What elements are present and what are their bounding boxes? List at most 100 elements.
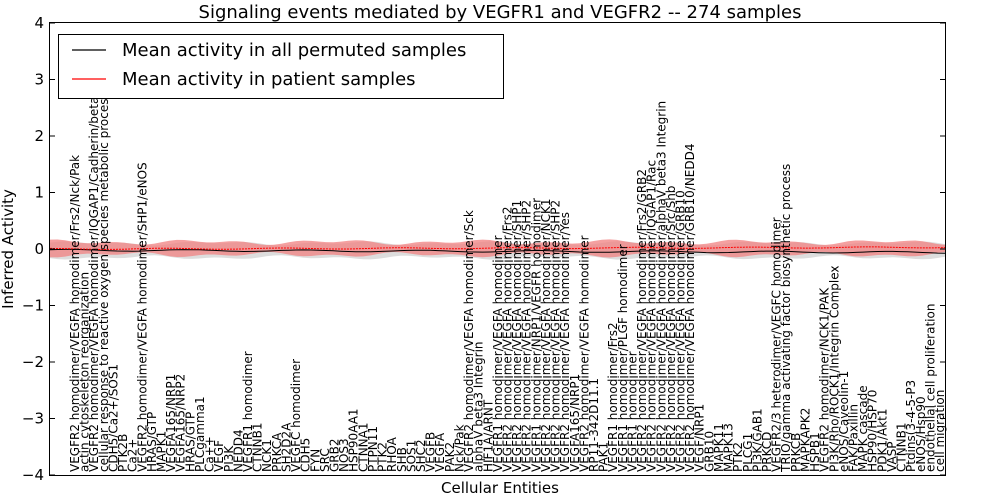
category-label: PLCgamma1 <box>193 396 207 472</box>
category-label: cellular response to reactive oxygen spe… <box>97 92 111 472</box>
category-label: VEGFR1 homodimer <box>625 351 639 472</box>
category-label: VEGFR2/3 heterodimer/VEGFC homodimer <box>770 217 784 472</box>
category-label: PAK1 <box>597 442 611 472</box>
category-label: FAK/Paxillin <box>847 404 861 472</box>
category-label: HSPB1 <box>808 432 822 472</box>
category-label: VEGFC homodimer <box>289 359 303 472</box>
category-label: VEGFR2 homodimer/VEGFA homodimer/Frs2/Nc… <box>68 155 82 472</box>
category-label: MAPK13 <box>722 423 736 472</box>
category-label: PTK2 <box>731 442 745 472</box>
category-label: VEGFR1 homodimer/PLGF homodimer <box>616 244 630 472</box>
legend-box <box>58 34 504 99</box>
category-label: HSP90/HSP70 <box>866 390 880 472</box>
category-label: PI3K/Rho/ROCK1/Integrin Complex <box>827 265 841 472</box>
category-label: VEGF/NRP1 <box>693 404 707 472</box>
y-tick-label: −2 <box>22 353 44 371</box>
category-label: PI3K/GAB1 <box>750 408 764 472</box>
category-label: VEGFR1 homodimer/Frs2 <box>606 322 620 472</box>
category-label: PLCG1 <box>741 433 755 472</box>
category-label: Nck/Pak <box>452 424 466 472</box>
y-axis-label: Inferred Activity <box>0 189 17 309</box>
y-tick-label: −4 <box>22 466 44 484</box>
category-label: VASP <box>885 441 899 472</box>
category-label: VEGFR2 homodimer/VEGFA homodimer/SHP1 <box>510 200 524 472</box>
y-tick-label: −3 <box>22 410 44 428</box>
category-label: PRKCD <box>760 432 774 472</box>
category-label: HIF1A/ARNT <box>481 399 495 472</box>
y-tick-label: 4 <box>34 14 44 32</box>
category-label: CTNNB1 <box>895 422 909 472</box>
chart-title: Signaling events mediated by VEGFR1 and … <box>199 2 802 23</box>
category-label: VEGFR2 homodimer/VEGFA homodimer/Yes <box>558 212 572 472</box>
category-label: HRAS/GTP <box>183 412 197 472</box>
category-label: MAPKAPK2 <box>798 408 812 472</box>
category-label: VEGFR2 homodimer/VEGFA homodimer/Src/Shb <box>664 186 678 472</box>
category-label: Ca2+ <box>126 439 140 472</box>
category-label: MAPK1 <box>155 431 169 472</box>
category-label: actin cytoskeleton reorganization <box>78 272 92 472</box>
category-label: VEGFR2 homodimer/VEGFA homodimer/SHP2 <box>549 200 563 472</box>
category-label: VEGFR2 homodimer/VEGFA homodimer/GRB10/N… <box>683 143 697 472</box>
category-label: cell migration <box>933 390 947 472</box>
category-label: Ptdins(3-4-5-P3 <box>904 380 918 472</box>
category-label: VEGFR1 homodimer/VEGFA homodimer <box>491 235 505 472</box>
y-tick-label: 0 <box>34 240 44 258</box>
category-label: VEGFR2 homodimer/VEGFA homodimer/SHP1/eN… <box>135 162 149 472</box>
category-label: HSP90AA1 <box>347 408 361 472</box>
y-tick-label: 3 <box>34 71 44 89</box>
x-axis-label: Cellular Entities <box>441 479 559 497</box>
category-label: SHC2 <box>414 439 428 472</box>
category-label: GRB10 <box>702 431 716 472</box>
category-label: VEGFR1 homodimer <box>241 351 255 472</box>
category-label: PTK2B <box>116 434 130 472</box>
category-label: VEGFR2 homodimer/VEGFA homodimer/IQGAP1/… <box>645 160 659 472</box>
y-tick-label: −1 <box>22 297 44 315</box>
patient-mean-line <box>49 246 946 251</box>
category-label: VEGFR2 homodimer/VEGFA homodimer/Frs2 <box>501 207 515 473</box>
series-lines <box>49 246 946 254</box>
category-label: SOS1 <box>404 440 418 472</box>
category-label: HRAS/GTP <box>145 412 159 472</box>
category-label: VEGFA165/NRP1 <box>568 374 582 472</box>
category-label: VEGFR2 homodimer/VEGFA homodimer/alphaV … <box>654 101 668 472</box>
category-label: CTNNA1 <box>356 422 370 472</box>
category-labels: VEGFR2 homodimer/VEGFA homodimer/Frs2/Nc… <box>68 48 947 473</box>
category-label: eNOS/Hsp90 <box>914 396 928 472</box>
category-label: FYN <box>308 449 322 472</box>
legend-label-patient: Mean activity in patient samples <box>122 69 416 90</box>
category-label: MAPK cascade <box>856 385 870 472</box>
category-label: VEGFB <box>424 432 438 472</box>
category-label: TRIO/gamma activating factor biosyntheti… <box>779 164 793 473</box>
category-label: MAPK11 <box>712 423 726 472</box>
category-label: PDK1/Akt1 <box>875 408 889 472</box>
category-label: VEGFA165/NRP1 <box>164 374 178 472</box>
y-tick-label: 2 <box>34 127 44 145</box>
category-label: VEGFR1 homodimer/NRP1/VEGFR homodimer <box>529 198 543 472</box>
category-label: VEGFR2 homodimer/VEGFA homodimer/Sck <box>462 210 476 472</box>
category-label: PTPN11 <box>366 426 380 472</box>
category-label: VEGFR2 homodimer/VEGFA homodimer <box>577 235 591 472</box>
category-label: VEGFR2 homodimer/VEGFA homodimer/Frs2/GR… <box>635 169 649 472</box>
y-tick-label: 1 <box>34 184 44 202</box>
category-label: CDH5/Ca2+/SOS1 <box>106 364 120 472</box>
category-label: VEGFR2 homodimer/VEGFA homodimer/GRB10 <box>674 190 688 472</box>
legend: Mean activity in all permuted samples Me… <box>58 34 504 99</box>
category-label: PI3K <box>222 445 236 472</box>
category-label: Ca++ <box>203 436 217 472</box>
category-label: NEDD4 <box>231 429 245 472</box>
category-label: PRKCA <box>270 432 284 472</box>
category-label: SRC <box>318 448 332 472</box>
plot-frame <box>49 22 946 476</box>
category-label: SHB <box>395 447 409 472</box>
category-label: VEGFR2 homodimer/NCK1/PAK <box>818 287 832 472</box>
category-label: VEGF <box>212 440 226 472</box>
category-label: VEGFR2 homodimer/VEGFA homodimer/IQGAP1/… <box>87 48 101 472</box>
y-axis-ticks: −4 −3 −2 −1 0 1 2 3 4 <box>22 14 945 484</box>
category-label: PRKCB <box>789 433 803 472</box>
category-label: RP11-342D11.1 <box>587 378 601 472</box>
category-label: RHOA <box>385 436 399 472</box>
category-label: VEGFA <box>433 432 447 472</box>
category-label: CDH5 <box>299 438 313 472</box>
category-label: NCK1 <box>260 439 274 472</box>
